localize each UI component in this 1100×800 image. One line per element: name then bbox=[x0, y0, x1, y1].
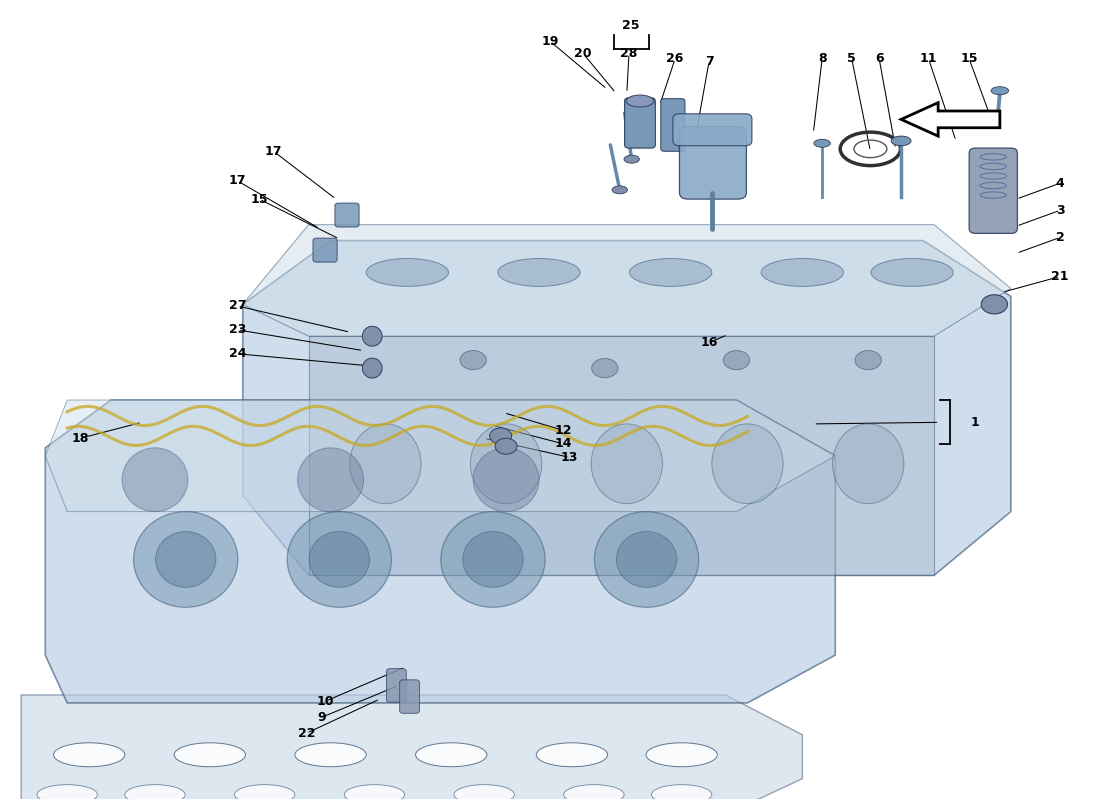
Ellipse shape bbox=[712, 424, 783, 504]
Text: 23: 23 bbox=[229, 323, 246, 336]
Ellipse shape bbox=[814, 139, 830, 147]
Ellipse shape bbox=[174, 743, 245, 766]
Ellipse shape bbox=[234, 785, 295, 800]
Text: 28: 28 bbox=[620, 46, 638, 60]
Ellipse shape bbox=[871, 258, 954, 286]
Polygon shape bbox=[243, 241, 1011, 575]
Text: 3: 3 bbox=[1056, 204, 1065, 217]
Ellipse shape bbox=[612, 186, 627, 194]
Circle shape bbox=[855, 350, 881, 370]
Text: 13: 13 bbox=[561, 451, 579, 464]
Circle shape bbox=[592, 358, 618, 378]
Text: 24: 24 bbox=[229, 347, 246, 360]
Ellipse shape bbox=[563, 785, 624, 800]
Ellipse shape bbox=[651, 785, 712, 800]
Text: 19: 19 bbox=[541, 34, 559, 48]
Text: 10: 10 bbox=[317, 695, 333, 708]
Ellipse shape bbox=[594, 512, 698, 607]
Text: 27: 27 bbox=[229, 299, 246, 313]
Ellipse shape bbox=[537, 743, 607, 766]
Text: 4: 4 bbox=[1056, 177, 1065, 190]
Ellipse shape bbox=[362, 358, 382, 378]
FancyBboxPatch shape bbox=[673, 114, 752, 146]
FancyBboxPatch shape bbox=[625, 98, 656, 148]
Polygon shape bbox=[45, 400, 835, 512]
Ellipse shape bbox=[133, 512, 238, 607]
Text: 9: 9 bbox=[318, 710, 326, 724]
Text: 21: 21 bbox=[1052, 270, 1069, 283]
Text: 2: 2 bbox=[1056, 231, 1065, 244]
Ellipse shape bbox=[471, 424, 542, 504]
Text: 22: 22 bbox=[298, 726, 316, 740]
Ellipse shape bbox=[295, 743, 366, 766]
Ellipse shape bbox=[298, 448, 363, 512]
Text: 17: 17 bbox=[229, 174, 246, 187]
Ellipse shape bbox=[626, 95, 653, 107]
Text: 1: 1 bbox=[970, 416, 979, 429]
Text: 18: 18 bbox=[72, 432, 89, 445]
FancyBboxPatch shape bbox=[334, 203, 359, 227]
Polygon shape bbox=[309, 336, 934, 575]
Text: 12: 12 bbox=[554, 424, 572, 437]
Ellipse shape bbox=[441, 512, 546, 607]
Text: 5: 5 bbox=[847, 52, 856, 66]
Ellipse shape bbox=[122, 448, 188, 512]
Ellipse shape bbox=[624, 155, 639, 163]
Text: 6: 6 bbox=[874, 52, 883, 66]
Ellipse shape bbox=[454, 785, 515, 800]
Ellipse shape bbox=[761, 258, 844, 286]
FancyBboxPatch shape bbox=[680, 126, 747, 199]
Ellipse shape bbox=[287, 512, 392, 607]
Ellipse shape bbox=[309, 531, 370, 587]
Ellipse shape bbox=[991, 86, 1009, 94]
Text: 14: 14 bbox=[554, 438, 572, 450]
FancyBboxPatch shape bbox=[661, 98, 685, 151]
Circle shape bbox=[460, 350, 486, 370]
Polygon shape bbox=[21, 695, 802, 800]
Ellipse shape bbox=[54, 743, 124, 766]
FancyBboxPatch shape bbox=[969, 148, 1018, 234]
Ellipse shape bbox=[591, 424, 662, 504]
Polygon shape bbox=[243, 225, 1011, 336]
Text: 17: 17 bbox=[265, 145, 283, 158]
Circle shape bbox=[495, 438, 517, 454]
Text: FerrariParts.info: FerrariParts.info bbox=[592, 374, 727, 458]
Text: 7: 7 bbox=[705, 54, 714, 68]
Text: 15: 15 bbox=[960, 52, 978, 66]
FancyBboxPatch shape bbox=[314, 238, 337, 262]
Ellipse shape bbox=[629, 258, 712, 286]
Text: 8: 8 bbox=[817, 52, 826, 66]
Text: 20: 20 bbox=[574, 46, 592, 60]
Circle shape bbox=[490, 428, 512, 444]
Ellipse shape bbox=[350, 424, 421, 504]
FancyBboxPatch shape bbox=[386, 669, 406, 702]
Ellipse shape bbox=[155, 531, 216, 587]
Ellipse shape bbox=[344, 785, 405, 800]
Text: since 1985: since 1985 bbox=[637, 418, 726, 477]
Ellipse shape bbox=[646, 743, 717, 766]
Polygon shape bbox=[45, 400, 835, 703]
Ellipse shape bbox=[362, 326, 382, 346]
Text: 11: 11 bbox=[920, 52, 937, 66]
Ellipse shape bbox=[473, 448, 539, 512]
Ellipse shape bbox=[37, 785, 98, 800]
Circle shape bbox=[724, 350, 750, 370]
FancyBboxPatch shape bbox=[399, 680, 419, 714]
Text: 26: 26 bbox=[667, 52, 684, 66]
Text: 16: 16 bbox=[701, 336, 718, 349]
Ellipse shape bbox=[124, 785, 185, 800]
Ellipse shape bbox=[833, 424, 904, 504]
Ellipse shape bbox=[366, 258, 449, 286]
Circle shape bbox=[981, 294, 1008, 314]
Ellipse shape bbox=[498, 258, 580, 286]
Text: 25: 25 bbox=[623, 19, 640, 32]
Ellipse shape bbox=[416, 743, 487, 766]
Ellipse shape bbox=[463, 531, 524, 587]
Text: 15: 15 bbox=[251, 193, 268, 206]
Polygon shape bbox=[901, 102, 1000, 136]
Ellipse shape bbox=[616, 531, 676, 587]
Ellipse shape bbox=[891, 136, 911, 146]
